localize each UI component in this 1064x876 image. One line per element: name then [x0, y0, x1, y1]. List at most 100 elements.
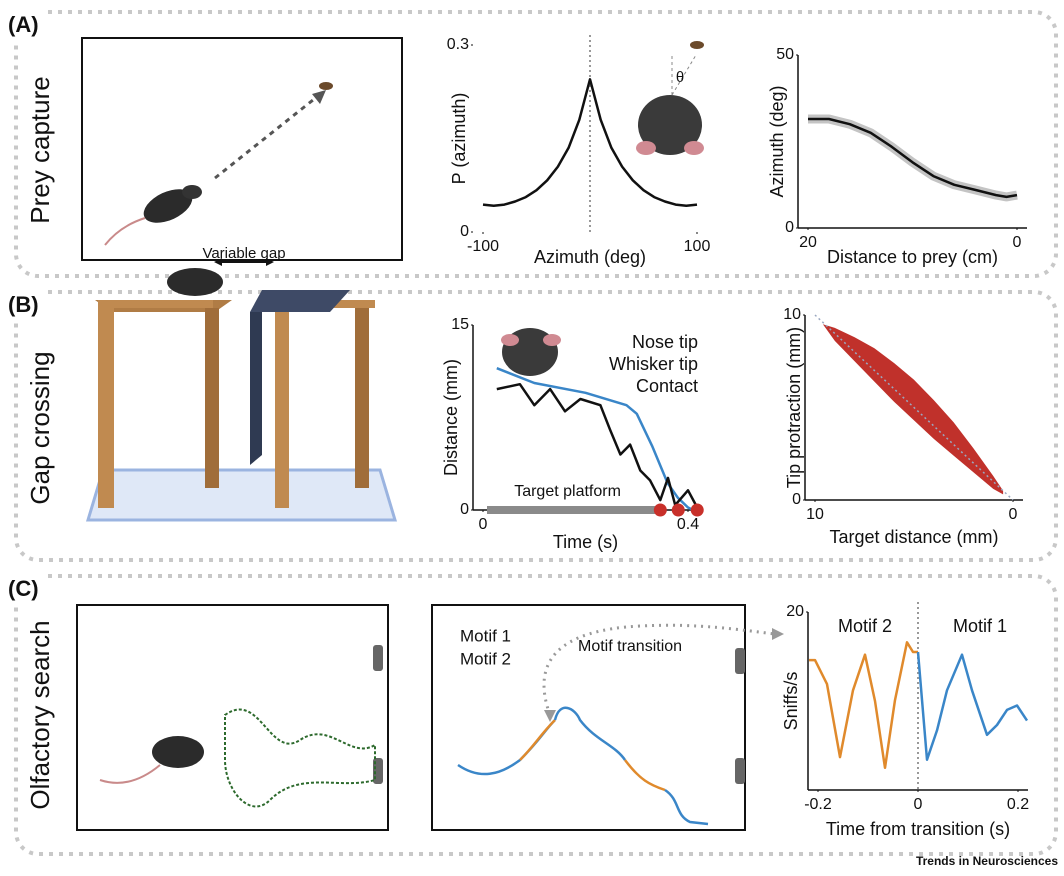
- transition-arrow: [542, 623, 776, 716]
- panel-title: Gap crossing: [25, 351, 55, 504]
- mouse-ear: [543, 334, 561, 346]
- cricket: [690, 41, 704, 49]
- credit: Trends in Neurosciences: [916, 854, 1058, 868]
- y-tick-label: 0: [460, 501, 469, 518]
- x-tick-label: 10: [806, 506, 824, 523]
- legend-label: Motif 2: [838, 616, 892, 636]
- y-tick-label: 0: [460, 223, 469, 240]
- mouse-tail: [99, 764, 161, 784]
- gap-arrow: [214, 258, 222, 266]
- table-leg: [205, 308, 219, 488]
- panel-label: (C): [8, 576, 39, 601]
- panel-title: Prey capture: [25, 76, 55, 223]
- line: [809, 641, 918, 770]
- mouse-head: [182, 185, 202, 199]
- transition-label: Motif transition: [578, 638, 682, 655]
- odor-plume: [224, 708, 376, 808]
- y-axis-label: Distance (mm): [441, 359, 461, 476]
- trajectory-label: Motif 2: [460, 649, 511, 668]
- y-tick-label: 20: [786, 603, 804, 620]
- diagonal: [814, 314, 1014, 501]
- table-leg: [98, 308, 114, 508]
- trajectory: [519, 719, 556, 761]
- x-tick-label: 0.4: [677, 516, 699, 533]
- trajectory: [664, 788, 709, 826]
- contact-point: [690, 503, 704, 517]
- gap-label: Variable gap: [202, 245, 285, 262]
- trajectory-label: Motif 1: [460, 626, 511, 645]
- y-axis-label: Sniffs/s: [781, 672, 801, 731]
- panel-label: (B): [8, 292, 39, 317]
- table-leg: [275, 308, 289, 508]
- label-bg: [4, 10, 48, 42]
- theta: θ: [676, 69, 684, 86]
- x-tick-label: 20: [799, 234, 817, 251]
- table-leg: [355, 308, 369, 488]
- arrow: [214, 94, 319, 180]
- line: [496, 382, 699, 509]
- mouse: [167, 268, 223, 296]
- mouse-ear: [636, 141, 656, 155]
- mouse-ear: [684, 141, 704, 155]
- y-tick-label: 0.3: [447, 36, 469, 53]
- contact-point: [653, 503, 667, 517]
- panel-title: Olfactory search: [25, 620, 55, 809]
- x-tick-label: 0: [479, 516, 488, 533]
- line: [916, 651, 1029, 761]
- table-top: [98, 300, 213, 308]
- x-tick-label: 0: [1013, 234, 1022, 251]
- x-axis-label: Time (s): [553, 532, 618, 552]
- x-tick-label: 0: [914, 796, 923, 813]
- transition-arrow: [772, 628, 784, 640]
- line: [482, 78, 698, 208]
- platform: [487, 506, 657, 514]
- port: [735, 758, 745, 784]
- panel-frame: [14, 10, 1058, 278]
- x-axis-label: Distance to prey (cm): [827, 247, 998, 267]
- y-tick-label: 0: [792, 491, 801, 508]
- confidence-band: [808, 114, 1018, 202]
- x-tick-label: 100: [684, 238, 711, 255]
- label-bg: [4, 574, 48, 606]
- y-axis-label: Tip protraction (mm): [784, 327, 804, 488]
- arrow-head: [312, 90, 326, 104]
- target-platform: [250, 290, 350, 312]
- mouse-head: [638, 95, 702, 155]
- floor: [85, 468, 398, 522]
- y-axis-label: Azimuth (deg): [767, 85, 787, 197]
- mouse-tail: [104, 217, 146, 246]
- annotation: Target platform: [514, 483, 621, 500]
- transition-arrow: [544, 710, 556, 722]
- arena: [431, 604, 746, 831]
- x-axis-label: Target distance (mm): [829, 527, 998, 547]
- legend-label: Nose tip: [632, 332, 698, 352]
- cricket: [319, 82, 333, 90]
- target-platform: [250, 312, 262, 465]
- line: [496, 367, 694, 512]
- y-tick-label: 50: [776, 46, 794, 63]
- legend-label: Motif 1: [953, 616, 1007, 636]
- gap-arrow: [266, 258, 274, 266]
- x-axis-label: Azimuth (deg): [534, 247, 646, 267]
- area: [822, 324, 1004, 495]
- angle-line: [671, 54, 697, 96]
- mouse: [152, 736, 204, 768]
- trajectory: [553, 706, 627, 761]
- line: [808, 117, 1018, 199]
- label-bg: [4, 290, 48, 322]
- trajectory: [624, 759, 666, 792]
- legend-label: Contact: [636, 376, 698, 396]
- y-axis-label: P (azimuth): [449, 93, 469, 185]
- mouse: [143, 189, 193, 223]
- x-tick-label: 0.2: [1007, 796, 1029, 813]
- x-tick-label: 0: [1009, 506, 1018, 523]
- legend-label: Whisker tip: [609, 354, 698, 374]
- y-tick-label: 15: [451, 316, 469, 333]
- arena: [81, 37, 403, 261]
- contact-point: [671, 503, 685, 517]
- y-tick-label: 0: [785, 219, 794, 236]
- port: [735, 648, 745, 674]
- x-tick-label: -0.2: [804, 796, 832, 813]
- mouse-ear: [501, 334, 519, 346]
